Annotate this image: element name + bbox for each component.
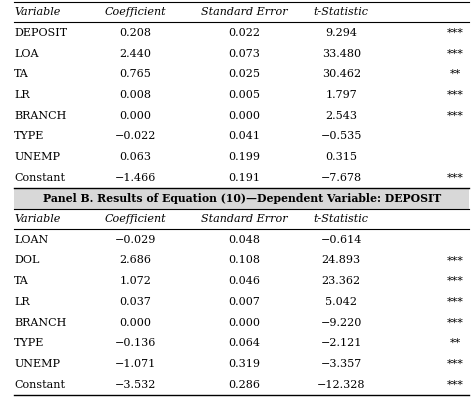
Text: 1.072: 1.072: [119, 276, 151, 286]
Text: Coefficient: Coefficient: [104, 214, 166, 224]
Text: −12.328: −12.328: [317, 380, 365, 390]
Text: t-Statistic: t-Statistic: [314, 7, 369, 17]
Text: DOL: DOL: [14, 256, 40, 265]
Text: 2.686: 2.686: [119, 256, 151, 265]
Text: 0.000: 0.000: [119, 318, 151, 328]
Text: LOAN: LOAN: [14, 235, 48, 245]
Text: TA: TA: [14, 69, 29, 79]
Text: 23.362: 23.362: [322, 276, 361, 286]
Text: −3.357: −3.357: [320, 359, 362, 369]
Text: TA: TA: [14, 276, 29, 286]
Text: Constant: Constant: [14, 173, 65, 183]
Text: 0.005: 0.005: [228, 90, 260, 100]
Text: ***: ***: [447, 256, 464, 265]
Text: 0.199: 0.199: [228, 152, 260, 162]
Text: 0.025: 0.025: [228, 69, 260, 79]
Text: −3.532: −3.532: [114, 380, 156, 390]
Text: 0.008: 0.008: [119, 90, 151, 100]
Text: BRANCH: BRANCH: [14, 318, 66, 328]
Text: **: **: [449, 69, 461, 79]
Text: 1.797: 1.797: [326, 90, 357, 100]
Text: ***: ***: [447, 318, 464, 328]
Text: −0.136: −0.136: [114, 338, 156, 348]
Text: 0.048: 0.048: [228, 235, 260, 245]
FancyBboxPatch shape: [14, 188, 469, 209]
Text: 0.022: 0.022: [228, 28, 260, 38]
Text: 0.073: 0.073: [228, 49, 260, 59]
Text: UNEMP: UNEMP: [14, 359, 60, 369]
Text: ***: ***: [447, 380, 464, 390]
Text: ***: ***: [447, 90, 464, 100]
Text: 0.000: 0.000: [228, 111, 260, 121]
Text: −0.614: −0.614: [320, 235, 362, 245]
Text: 0.286: 0.286: [228, 380, 260, 390]
Text: 0.108: 0.108: [228, 256, 260, 265]
Text: DEPOSIT: DEPOSIT: [14, 28, 67, 38]
Text: 2.543: 2.543: [325, 111, 357, 121]
Text: −9.220: −9.220: [320, 318, 362, 328]
Text: Panel B. Results of Equation (10)—Dependent Variable: DEPOSIT: Panel B. Results of Equation (10)—Depend…: [43, 193, 441, 204]
Text: ***: ***: [447, 28, 464, 38]
Text: Constant: Constant: [14, 380, 65, 390]
Text: 0.041: 0.041: [228, 131, 260, 141]
Text: 0.315: 0.315: [325, 152, 357, 162]
Text: 24.893: 24.893: [322, 256, 361, 265]
Text: ***: ***: [447, 49, 464, 59]
Text: 0.000: 0.000: [228, 318, 260, 328]
Text: 9.294: 9.294: [325, 28, 357, 38]
Text: −7.678: −7.678: [321, 173, 362, 183]
Text: **: **: [449, 338, 461, 348]
Text: 0.063: 0.063: [119, 152, 151, 162]
Text: −0.029: −0.029: [114, 235, 156, 245]
Text: 0.191: 0.191: [228, 173, 260, 183]
Text: LR: LR: [14, 297, 30, 307]
Text: BRANCH: BRANCH: [14, 111, 66, 121]
Text: Variable: Variable: [14, 7, 61, 17]
Text: ***: ***: [447, 111, 464, 121]
Text: ***: ***: [447, 359, 464, 369]
Text: LR: LR: [14, 90, 30, 100]
Text: 33.480: 33.480: [322, 49, 361, 59]
Text: 0.319: 0.319: [228, 359, 260, 369]
Text: TYPE: TYPE: [14, 131, 45, 141]
Text: Standard Error: Standard Error: [201, 214, 287, 224]
Text: UNEMP: UNEMP: [14, 152, 60, 162]
Text: LOA: LOA: [14, 49, 39, 59]
Text: ***: ***: [447, 276, 464, 286]
Text: 0.000: 0.000: [119, 111, 151, 121]
Text: ***: ***: [447, 173, 464, 183]
Text: −0.535: −0.535: [320, 131, 362, 141]
Text: TYPE: TYPE: [14, 338, 45, 348]
Text: −1.071: −1.071: [114, 359, 156, 369]
Text: 2.440: 2.440: [119, 49, 151, 59]
Text: −1.466: −1.466: [114, 173, 156, 183]
Text: 0.765: 0.765: [119, 69, 151, 79]
Text: 0.007: 0.007: [228, 297, 260, 307]
Text: −0.022: −0.022: [114, 131, 156, 141]
Text: 0.064: 0.064: [228, 338, 260, 348]
Text: 0.037: 0.037: [119, 297, 151, 307]
Text: t-Statistic: t-Statistic: [314, 214, 369, 224]
Text: 0.208: 0.208: [119, 28, 151, 38]
Text: 5.042: 5.042: [325, 297, 357, 307]
Text: 0.046: 0.046: [228, 276, 260, 286]
Text: Coefficient: Coefficient: [104, 7, 166, 17]
Text: ***: ***: [447, 297, 464, 307]
Text: −2.121: −2.121: [320, 338, 362, 348]
Text: 30.462: 30.462: [322, 69, 361, 79]
Text: Variable: Variable: [14, 214, 61, 224]
Text: Standard Error: Standard Error: [201, 7, 287, 17]
